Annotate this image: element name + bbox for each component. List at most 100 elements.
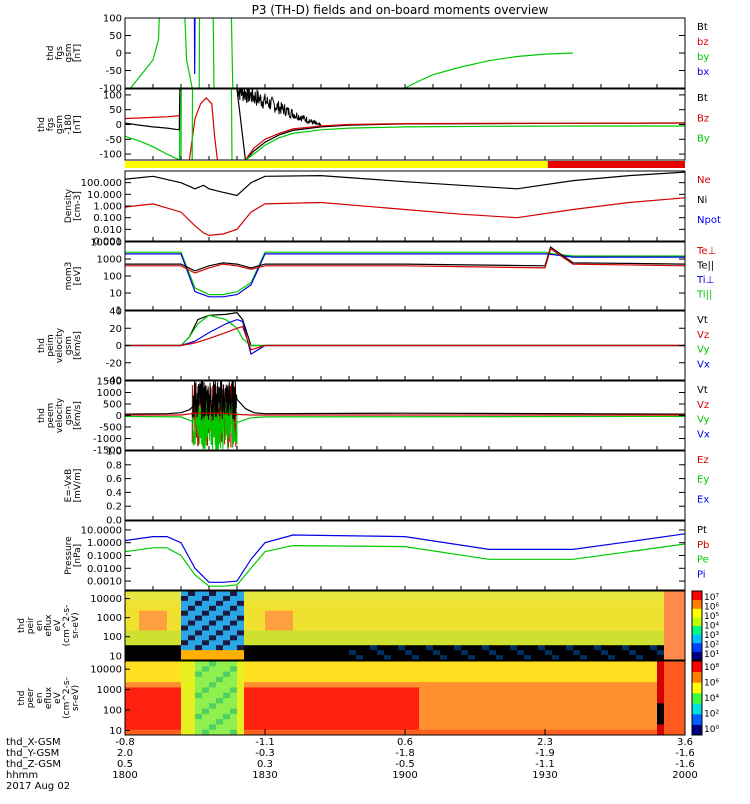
spectrogram-cell — [265, 635, 273, 641]
spectrogram-cell — [412, 630, 420, 636]
spectrogram-cell — [433, 709, 441, 715]
y-tick-label: 10 — [109, 726, 122, 737]
spectrogram-cell — [650, 672, 658, 678]
spectrogram-cell — [356, 677, 364, 683]
spectrogram-cell — [335, 635, 343, 641]
spectrogram-cell — [153, 687, 161, 693]
spectrogram-cell — [321, 621, 329, 627]
spectrogram-cell — [174, 714, 182, 720]
spectrogram-cell — [678, 626, 686, 632]
spectrogram-cell — [433, 591, 441, 597]
spectrogram-cell — [468, 687, 476, 693]
spectrogram-cell — [244, 611, 252, 617]
y-tick-label: 100 — [103, 272, 122, 283]
spectrogram-cell — [482, 677, 490, 683]
spectrogram-cell — [377, 626, 385, 632]
spectrogram-cell — [398, 677, 406, 683]
spectrogram-cell — [391, 666, 399, 672]
spectrogram-cell — [454, 650, 462, 656]
spectrogram-cell — [195, 650, 203, 656]
spectrogram-cell — [300, 672, 308, 678]
spectrogram-cell — [489, 630, 497, 636]
series-green-1 — [125, 544, 685, 586]
spectrogram-cell — [181, 626, 189, 632]
spectrogram-cell — [286, 666, 294, 672]
spectrogram-cell — [398, 626, 406, 632]
spectrogram-cell — [573, 709, 581, 715]
spectrogram-cell — [230, 677, 238, 683]
spectrogram — [125, 661, 686, 736]
spectrogram-cell — [468, 626, 476, 632]
spectrogram-cell — [370, 703, 378, 709]
spectrogram-cell — [139, 698, 147, 704]
spectrogram-cell — [321, 640, 329, 646]
spectrogram-cell — [202, 724, 210, 730]
spectrogram-cell — [636, 693, 644, 699]
spectrogram-cell — [223, 645, 231, 651]
y-tick-label: 10000 — [90, 238, 122, 249]
spectrogram-cell — [538, 650, 546, 656]
spectrogram-cell — [195, 693, 203, 699]
spectrogram-cell — [545, 672, 553, 678]
panel-mode-bar — [125, 161, 685, 168]
spectrogram-cell — [419, 709, 427, 715]
spectrogram-cell — [160, 650, 168, 656]
spectrogram-cell — [125, 606, 133, 612]
spectrogram-cell — [636, 666, 644, 672]
spectrogram-cell — [349, 666, 357, 672]
spectrogram-cell — [643, 626, 651, 632]
spectrogram-cell — [615, 601, 623, 607]
spectrogram-cell — [370, 616, 378, 622]
spectrogram-cell — [643, 650, 651, 656]
spectrogram-cell — [510, 714, 518, 720]
spectrogram-cell — [370, 611, 378, 617]
spectrogram-cell — [342, 621, 350, 627]
spectrogram-cell — [335, 640, 343, 646]
spectrogram-cell — [174, 635, 182, 641]
x-row-value: -1.1 — [535, 759, 555, 770]
spectrogram-cell — [671, 687, 679, 693]
spectrogram-cell — [265, 596, 273, 602]
spectrogram-cell — [195, 591, 203, 597]
spectrogram-cell — [181, 693, 189, 699]
spectrogram-cell — [412, 650, 420, 656]
spectrogram-cell — [223, 677, 231, 683]
spectrogram-cell — [174, 630, 182, 636]
spectrogram-cell — [209, 635, 217, 641]
spectrogram-cell — [608, 677, 616, 683]
spectrogram-cell — [587, 616, 595, 622]
spectrogram-cell — [335, 714, 343, 720]
y-tick-label: 1000 — [97, 685, 122, 696]
spectrogram-cell — [146, 687, 154, 693]
y-axis-label: [nT] — [73, 115, 83, 133]
spectrogram-cell — [391, 645, 399, 651]
spectrogram-cell — [426, 724, 434, 730]
spectrogram-cell — [587, 703, 595, 709]
spectrogram-cell — [643, 709, 651, 715]
spectrogram-cell — [440, 606, 448, 612]
spectrogram-cell — [146, 611, 154, 617]
spectrogram-cell — [643, 616, 651, 622]
spectrogram-cell — [545, 626, 553, 632]
spectrogram-cell — [223, 709, 231, 715]
spectrogram-cell — [475, 591, 483, 597]
spectrogram-cell — [517, 682, 525, 688]
spectrogram-cell — [608, 682, 616, 688]
spectrogram-cell — [587, 666, 595, 672]
series-green-9 — [245, 126, 685, 160]
spectrogram-cell — [629, 591, 637, 597]
spectrogram-cell — [545, 591, 553, 597]
spectrogram-cell — [447, 703, 455, 709]
spectrogram-cell — [622, 616, 630, 622]
spectrogram-cell — [636, 709, 644, 715]
spectrogram-cell — [307, 640, 315, 646]
spectrogram-cell — [489, 635, 497, 641]
spectrogram-cell — [447, 719, 455, 725]
spectrogram-cell — [622, 601, 630, 607]
spectrogram-cell — [657, 635, 665, 641]
spectrogram-cell — [587, 672, 595, 678]
spectrogram-cell — [349, 611, 357, 617]
spectrogram-cell — [321, 616, 329, 622]
spectrogram-cell — [601, 645, 609, 651]
